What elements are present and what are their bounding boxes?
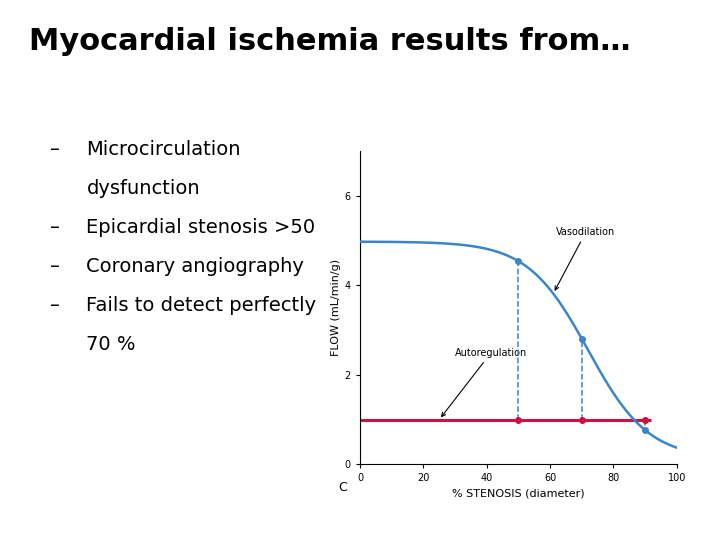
Text: Coronary angiography: Coronary angiography [86,257,305,276]
Text: Autoregulation: Autoregulation [441,348,527,416]
Text: 70 %: 70 % [86,335,136,354]
Text: Fails to detect perfectly: Fails to detect perfectly [86,296,317,315]
Text: –: – [50,218,60,237]
Text: –: – [50,296,60,315]
Text: Vasodilation: Vasodilation [555,227,616,290]
Text: Epicardial stenosis >50: Epicardial stenosis >50 [86,218,315,237]
Text: dysfunction: dysfunction [86,179,200,198]
Text: Myocardial ischemia results from…: Myocardial ischemia results from… [29,27,631,56]
X-axis label: % STENOSIS (diameter): % STENOSIS (diameter) [452,489,585,499]
Text: –: – [50,257,60,276]
Text: C: C [338,481,347,494]
Text: –: – [50,140,60,159]
Text: Microcirculation: Microcirculation [86,140,241,159]
Y-axis label: FLOW (mL/min/g): FLOW (mL/min/g) [330,259,341,356]
